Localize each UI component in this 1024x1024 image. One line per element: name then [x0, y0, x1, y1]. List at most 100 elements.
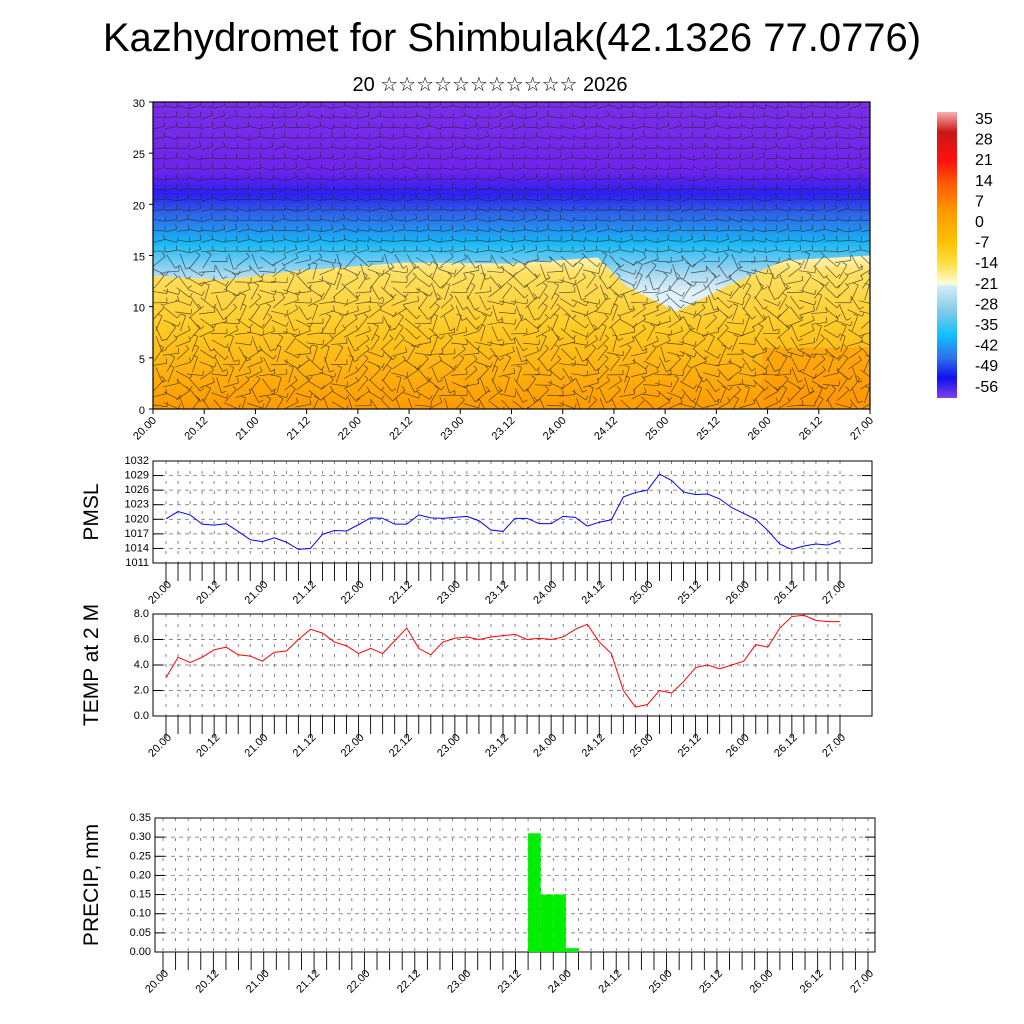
wind-barb-flag: [255, 303, 260, 307]
warm-air-field: [153, 255, 870, 409]
wind-barb: [585, 347, 597, 361]
wind-barb: [597, 115, 609, 120]
wind-barb: [753, 104, 765, 110]
wind-barb-flag: [405, 347, 408, 353]
wind-barb: [706, 378, 716, 392]
wind-barb: [394, 316, 404, 331]
wind-barb: [513, 378, 525, 392]
wind-barb: [263, 336, 271, 352]
wind-barb: [463, 383, 479, 387]
wind-barb: [248, 318, 262, 328]
wind-barb: [272, 116, 286, 119]
wind-barb: [704, 219, 718, 222]
wind-barb: [789, 198, 801, 201]
wind-barb: [276, 377, 282, 393]
wind-barb-flag: [284, 103, 287, 109]
wind-barb: [284, 229, 298, 232]
wind-barb: [488, 209, 502, 211]
wind-barb-flag: [319, 152, 322, 158]
wind-barb: [534, 260, 552, 263]
wind-barb: [393, 197, 405, 202]
wind-barb-flag: [607, 102, 610, 106]
wind-barb: [755, 274, 763, 290]
wind-barb-flag: [392, 356, 397, 361]
wind-barb: [583, 373, 599, 377]
wind-barb: [238, 347, 248, 362]
wind-barb: [165, 228, 177, 233]
wind-barb: [513, 125, 525, 130]
wind-barb: [727, 322, 743, 325]
wind-barb: [343, 370, 359, 379]
wind-barb-flag: [221, 308, 227, 311]
wind-barb: [525, 105, 537, 109]
wind-barb: [753, 306, 765, 320]
wind-barb: [788, 116, 802, 119]
wind-barb-flag: [434, 385, 440, 389]
wind-barb-flag: [721, 385, 727, 389]
wind-barb: [357, 187, 369, 191]
wind-barb-flag: [389, 334, 394, 339]
wind-barb: [777, 286, 789, 299]
wind-barb: [778, 388, 788, 403]
wind-barb-flag: [715, 388, 720, 392]
wind-barb: [620, 136, 634, 139]
wind-barb-flag: [667, 397, 671, 402]
wind-barb-flag: [692, 155, 695, 161]
wind-barb: [407, 398, 413, 409]
wind-barb: [175, 329, 191, 338]
wind-barb: [584, 256, 598, 267]
wind-barb-flag: [365, 277, 371, 280]
wind-barb: [645, 167, 657, 171]
wind-barb: [656, 401, 671, 409]
wind-barb-flag: [811, 386, 815, 392]
wind-barb-flag: [825, 317, 828, 323]
wind-barb: [609, 265, 621, 278]
wind-barb-flag: [385, 272, 391, 276]
wind-barb-flag: [823, 162, 826, 168]
wind-barb-flag: [294, 244, 298, 250]
wind-barb-flag: [258, 399, 264, 403]
wind-barb: [683, 316, 691, 331]
wind-barb: [405, 156, 417, 161]
wind-barb: [453, 105, 465, 109]
wind-barb: [837, 358, 849, 371]
wind-barb: [525, 229, 537, 232]
wind-barb: [260, 240, 274, 242]
wind-barb-flag: [857, 380, 863, 383]
wind-barb: [861, 188, 870, 191]
wind-barb-flag: [535, 244, 538, 250]
wind-barb-flag: [487, 245, 490, 251]
wind-barb: [213, 115, 225, 120]
wind-barb-flag: [836, 114, 839, 120]
wind-barb-flag: [175, 265, 180, 269]
wind-barb: [776, 198, 790, 201]
wind-barb: [283, 289, 299, 296]
wind-barb: [153, 208, 165, 212]
wind-barb-flag: [871, 397, 874, 401]
wind-barb-flag: [800, 315, 803, 321]
wind-barb: [740, 147, 754, 150]
wind-barb: [561, 156, 573, 161]
wind-barb-flag: [190, 300, 193, 306]
wind-barb: [501, 188, 513, 191]
wind-barb: [345, 125, 357, 130]
wind-barb-flag: [859, 132, 862, 138]
wind-barb-flag: [321, 327, 324, 333]
wind-barb-flag: [644, 214, 646, 220]
wind-barb-flag: [427, 316, 433, 320]
wind-barb: [203, 336, 211, 352]
wind-barb-flag: [307, 193, 310, 199]
wind-barb: [344, 178, 358, 181]
wind-barb: [741, 105, 753, 109]
wind-barb-flag: [170, 354, 176, 358]
wind-barb: [588, 387, 594, 404]
wind-barb: [739, 403, 755, 409]
wind-barb-flag: [185, 266, 191, 270]
wind-barb-flag: [402, 411, 407, 413]
wind-barb: [680, 229, 694, 232]
wind-barb: [211, 373, 227, 377]
chart-title: Kazhydromet for Shimbulak(42.1326 77.077…: [102, 16, 922, 60]
panel-frame: [152, 460, 873, 564]
wind-barb: [163, 402, 179, 409]
wind-barb: [380, 286, 394, 299]
